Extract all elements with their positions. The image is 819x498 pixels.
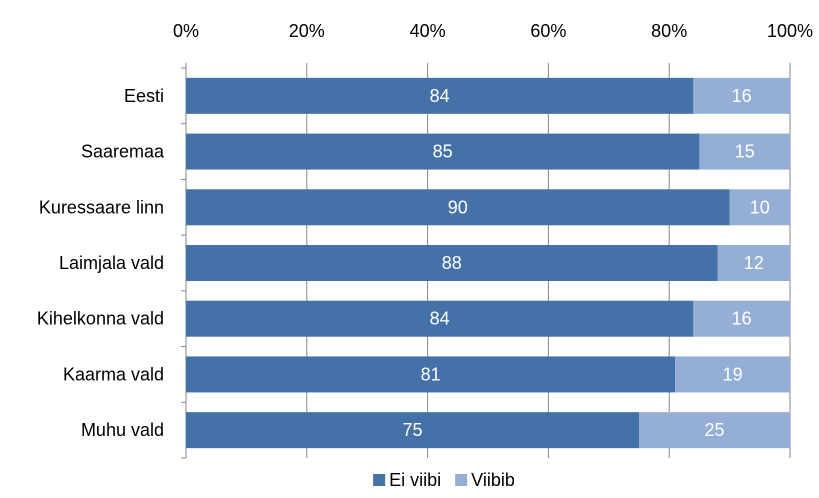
category-label: Kaarma vald bbox=[63, 364, 164, 384]
legend-label: Ei viibi bbox=[389, 470, 441, 490]
category-label: Kuressaare linn bbox=[39, 197, 164, 217]
data-label: 81 bbox=[421, 364, 441, 384]
bars bbox=[186, 77, 790, 449]
legend-item: Viibib bbox=[455, 470, 515, 490]
legend-swatch bbox=[373, 474, 386, 486]
bar-segment-viibib bbox=[729, 189, 790, 226]
data-label: 19 bbox=[723, 364, 743, 384]
labels: 0% 20% 40% 60% 80% 100% 84 16 Eesti 85 15 Saaremaa 9… bbox=[37, 21, 813, 440]
data-label: 88 bbox=[442, 253, 462, 273]
bar-segment-viibib bbox=[675, 356, 790, 393]
category-label: Kihelkonna vald bbox=[37, 309, 164, 329]
category-label: Muhu vald bbox=[81, 420, 164, 440]
x-tick-label: 40% bbox=[410, 21, 446, 41]
x-tick-label: 20% bbox=[289, 21, 325, 41]
data-label: 15 bbox=[735, 142, 755, 162]
data-label: 84 bbox=[430, 86, 450, 106]
data-label: 75 bbox=[402, 420, 422, 440]
bar-segment-viibib bbox=[699, 133, 790, 170]
bar-segment-ei-viibi bbox=[186, 300, 694, 337]
data-label: 25 bbox=[704, 420, 724, 440]
x-tick-label: 0% bbox=[173, 21, 199, 41]
bar-segment-ei-viibi bbox=[186, 412, 639, 449]
data-label: 10 bbox=[750, 197, 770, 217]
bar-segment-viibib bbox=[693, 77, 790, 114]
category-label: Saaremaa bbox=[81, 142, 165, 162]
data-label: 90 bbox=[448, 197, 468, 217]
legend: Ei viibi Viibib bbox=[373, 470, 515, 490]
data-label: 16 bbox=[732, 86, 752, 106]
data-label: 12 bbox=[744, 253, 764, 273]
data-label: 16 bbox=[732, 309, 752, 329]
data-label: 84 bbox=[430, 309, 450, 329]
bar-segment-ei-viibi bbox=[186, 245, 718, 281]
bar-segment-ei-viibi bbox=[186, 77, 694, 114]
bar-segment-viibib bbox=[693, 300, 790, 337]
legend-item: Ei viibi bbox=[373, 470, 441, 490]
x-tick-label: 60% bbox=[530, 21, 566, 41]
bar-segment-viibib bbox=[639, 412, 790, 449]
legend-swatch bbox=[455, 474, 468, 486]
x-tick-label: 100% bbox=[767, 21, 813, 41]
category-label: Eesti bbox=[124, 86, 164, 106]
bar-segment-ei-viibi bbox=[186, 356, 676, 393]
bar-segment-ei-viibi bbox=[186, 133, 700, 170]
data-label: 85 bbox=[433, 142, 453, 162]
bar-segment-viibib bbox=[717, 245, 790, 281]
legend-label: Viibib bbox=[471, 470, 515, 490]
category-label: Laimjala vald bbox=[59, 253, 164, 273]
bar-segment-ei-viibi bbox=[186, 189, 730, 226]
x-tick-label: 80% bbox=[651, 21, 687, 41]
